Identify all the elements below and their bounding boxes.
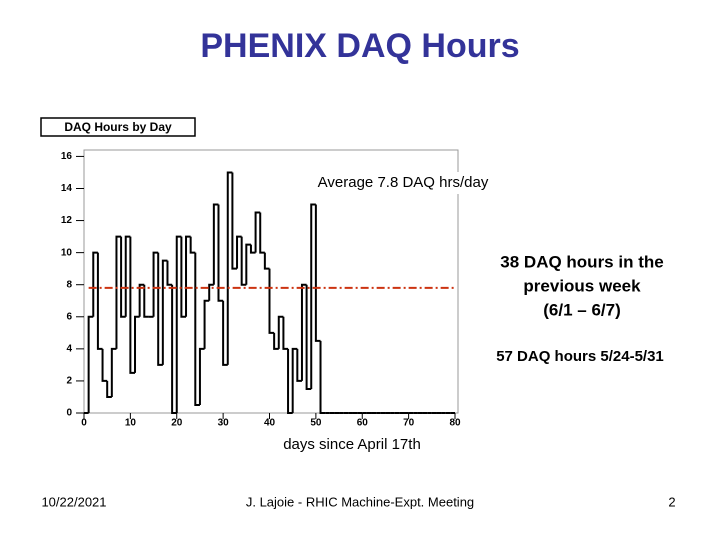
histogram-bin [143, 284, 149, 318]
annotation: 38 DAQ hours in the [500, 252, 663, 271]
y-tick-label: 10 [61, 247, 73, 258]
y-tick-label: 2 [66, 376, 72, 387]
x-tick-label: 20 [171, 418, 183, 429]
histogram-bin [175, 235, 182, 413]
histogram-bin [161, 259, 168, 365]
histogram-bin [217, 204, 224, 302]
histogram-bin [138, 283, 145, 317]
x-tick-label: 40 [264, 418, 276, 429]
histogram-bin [87, 315, 94, 413]
histogram-bin [222, 300, 228, 366]
annotation: (6/1 – 6/7) [543, 300, 621, 319]
histogram-bin [231, 172, 238, 270]
histogram-bin [287, 348, 293, 414]
histogram-bin [291, 347, 298, 413]
histogram-bin [180, 236, 187, 318]
x-tick-label: 80 [449, 418, 461, 429]
histogram-bin [314, 204, 321, 342]
histogram-bin [236, 235, 242, 269]
annotation-background [295, 172, 511, 194]
histogram-bin [282, 316, 289, 350]
histogram-bin [245, 243, 251, 285]
histogram-bin [310, 203, 316, 389]
x-tick-label: 50 [310, 418, 322, 429]
x-tick-label: 0 [81, 418, 87, 429]
histogram-bin [268, 268, 275, 334]
histogram-bin [198, 347, 205, 405]
y-tick-label: 14 [61, 183, 73, 194]
histogram-bin [212, 203, 219, 285]
histogram-bin [120, 236, 126, 318]
annotation: Average 7.8 DAQ hrs/day [318, 174, 489, 191]
slide-title: PHENIX DAQ Hours [200, 27, 519, 65]
annotation: 57 DAQ hours 5/24-5/31 [496, 348, 664, 365]
footer-text: J. Lajoie - RHIC Machine-Expt. Meeting [246, 494, 474, 509]
histogram-bin [152, 251, 159, 317]
histogram-bin [319, 340, 326, 414]
histogram-bin [166, 260, 173, 286]
y-tick-label: 16 [61, 151, 73, 162]
y-tick-label: 12 [61, 215, 73, 226]
y-tick-label: 4 [66, 343, 72, 354]
histogram-bin [296, 348, 302, 382]
histogram-bin [189, 236, 196, 254]
x-axis-label: days since April 17th [283, 436, 421, 453]
histogram-bin [208, 283, 214, 301]
histogram-bin [110, 347, 117, 397]
x-tick-label: 10 [125, 418, 137, 429]
y-tick-label: 0 [66, 408, 72, 419]
histogram-bin [240, 236, 247, 286]
x-tick-label: 30 [218, 418, 230, 429]
histogram-bin [134, 315, 140, 373]
histogram-bin [106, 380, 112, 398]
histogram-bin [92, 251, 98, 317]
stat-box [40, 117, 196, 137]
x-tick-label: 60 [357, 418, 369, 429]
histogram-bin [259, 212, 265, 254]
histogram-bin [129, 236, 136, 374]
histogram-bin [194, 252, 200, 406]
histogram-bin [101, 348, 108, 382]
page-number: 2 [668, 494, 675, 509]
histogram-bin [273, 332, 279, 350]
histogram-bin [171, 284, 177, 414]
histogram-bin [115, 235, 122, 349]
histogram-bin [124, 235, 131, 317]
y-tick-label: 8 [66, 279, 72, 290]
footer-date: 10/22/2021 [41, 494, 106, 509]
chart-title: DAQ Hours by Day [64, 120, 172, 134]
histogram-bin [157, 252, 163, 366]
y-tick-label: 6 [66, 311, 72, 322]
histogram-bin [254, 211, 261, 253]
histogram-bin [226, 171, 233, 365]
histogram-bin [185, 235, 191, 317]
annotation: previous week [523, 276, 641, 295]
histogram-bin [203, 299, 210, 349]
histogram-bin [305, 284, 312, 390]
histogram-bin [263, 252, 270, 270]
histogram-bin [277, 315, 284, 349]
x-tick-label: 70 [403, 418, 415, 429]
histogram-bin [249, 244, 256, 254]
histogram-bin [96, 252, 103, 350]
plot-frame [83, 149, 459, 414]
histogram-bin [300, 283, 307, 381]
